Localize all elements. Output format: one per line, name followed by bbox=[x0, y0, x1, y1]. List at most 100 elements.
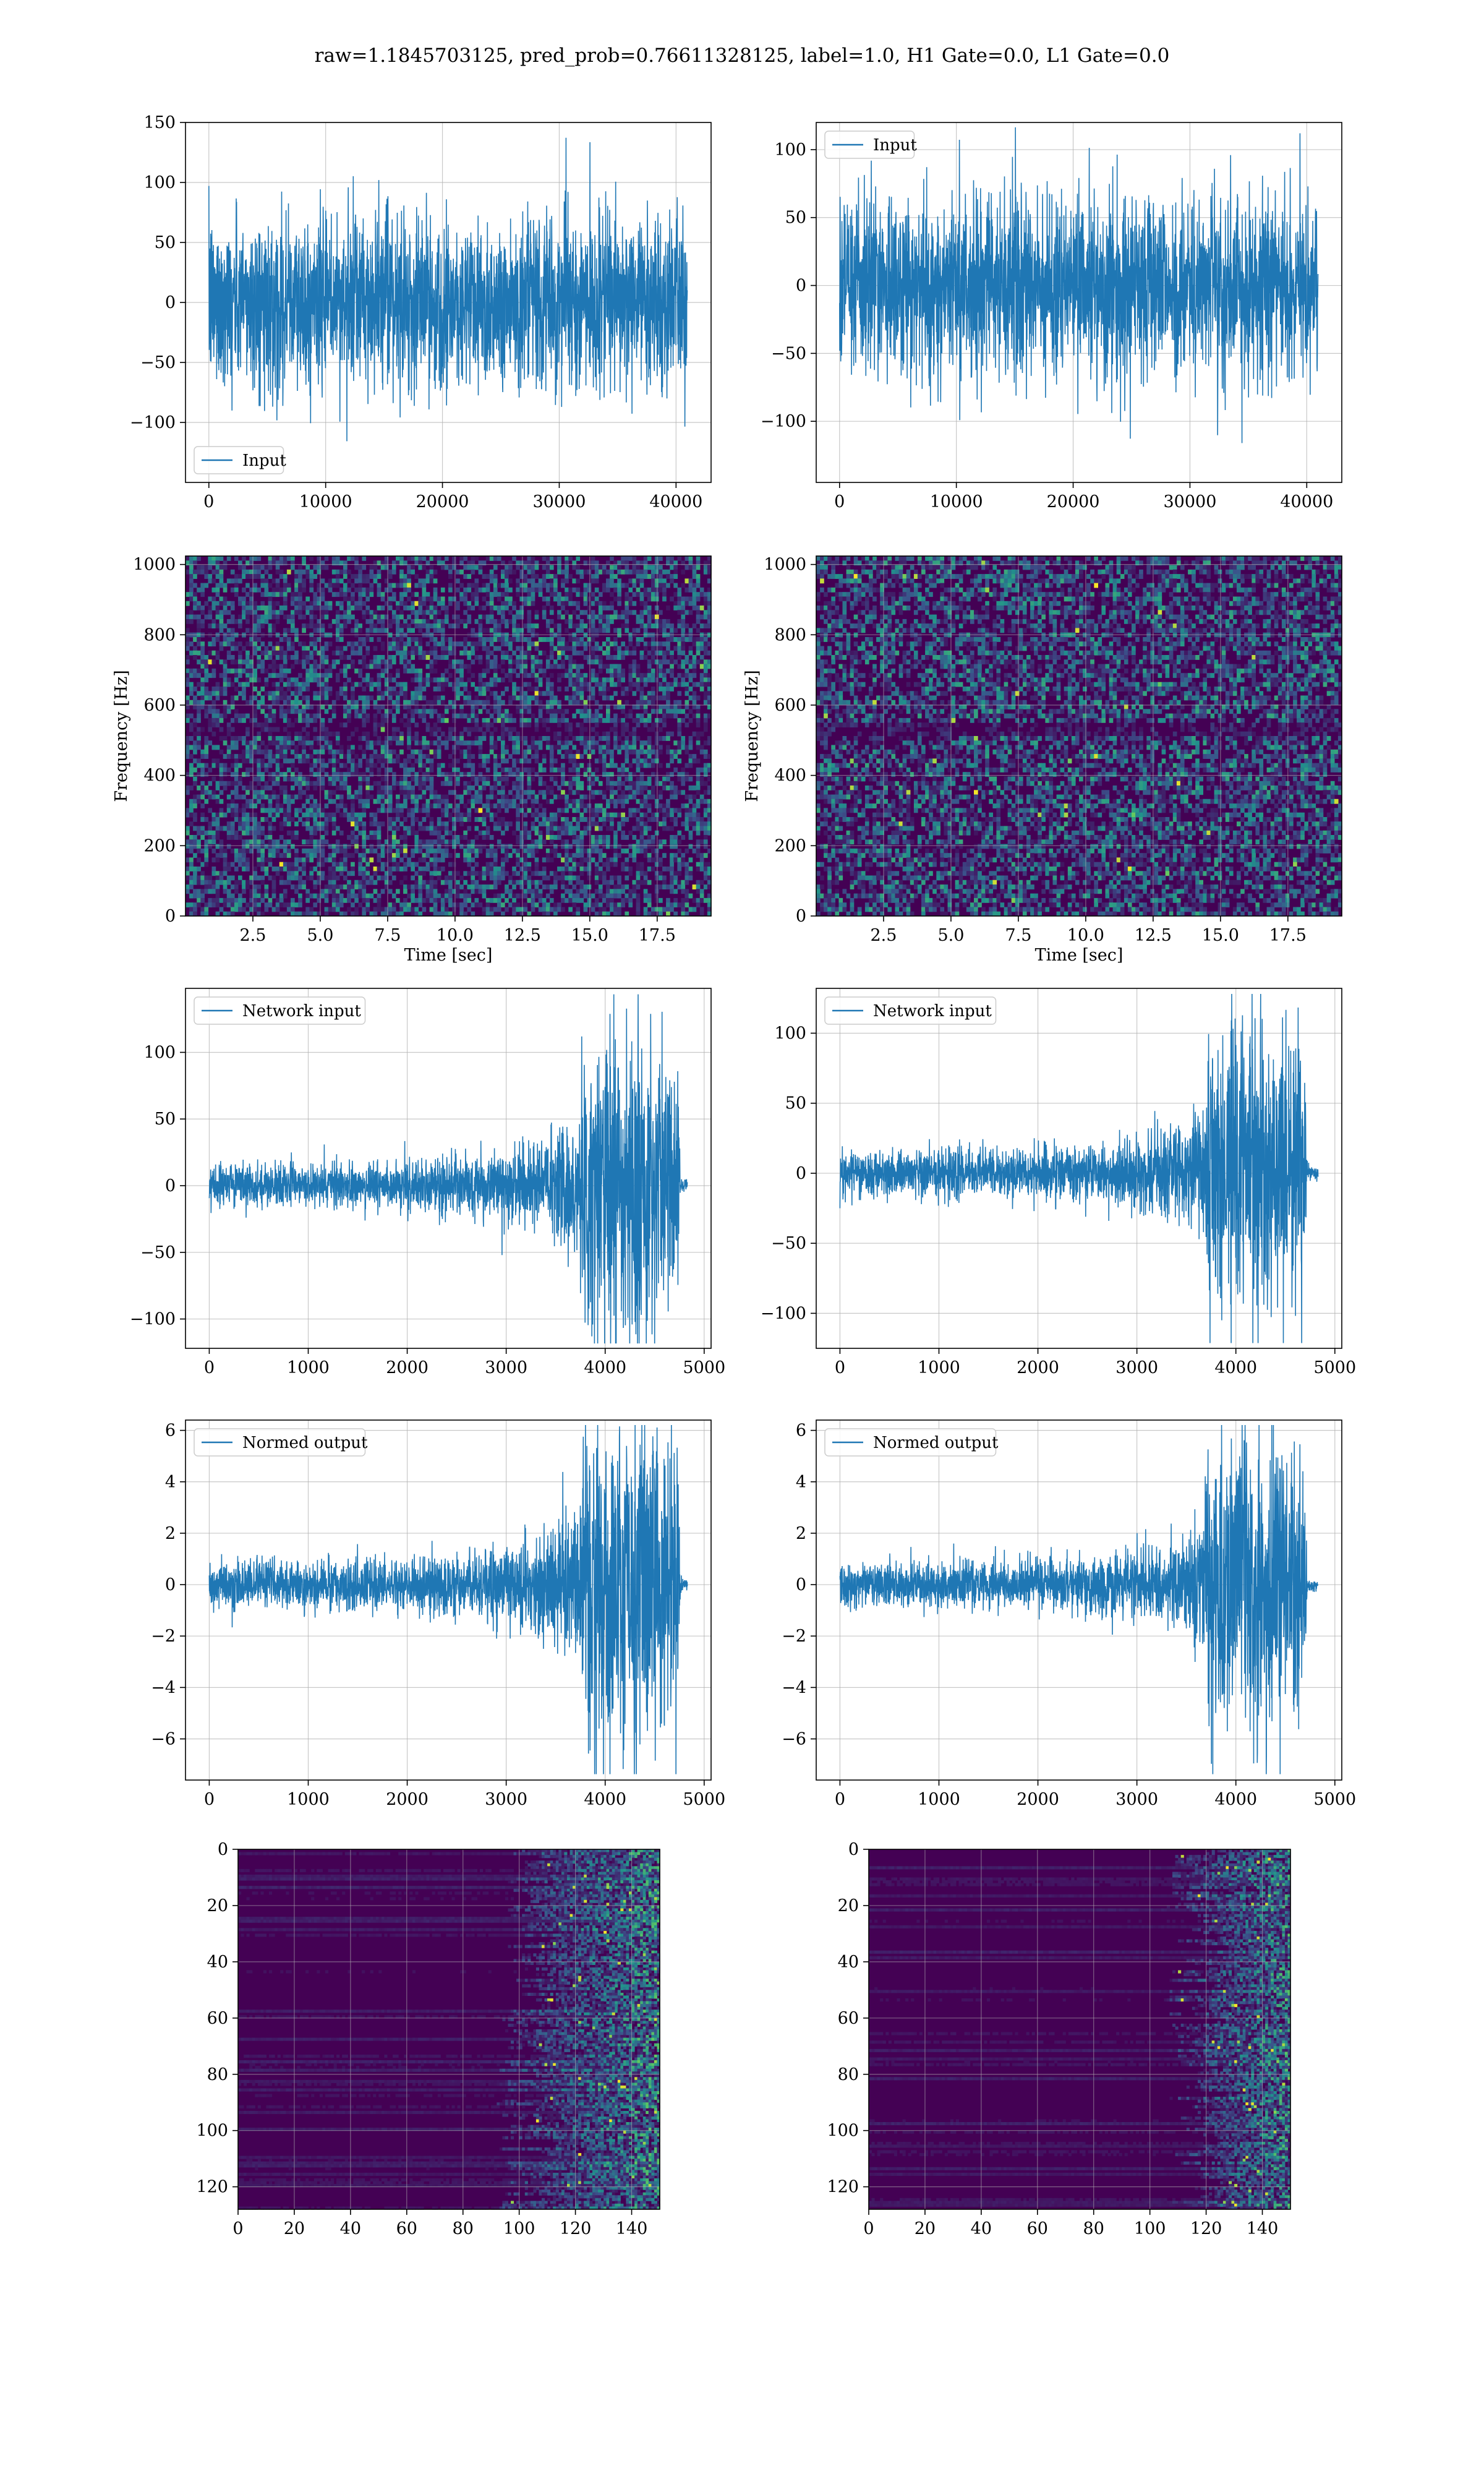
spec-h1-ytick-label-3: 600 bbox=[143, 696, 176, 715]
feature-map-l1-ytick-label-4: 80 bbox=[838, 2065, 859, 2084]
input-l1-xtick-label-3: 30000 bbox=[1163, 492, 1216, 511]
normed-output-h1-ytick-label-1: −4 bbox=[151, 1678, 176, 1697]
normed-output-l1-xtick-label-2: 2000 bbox=[1017, 1790, 1059, 1809]
network-input-l1-xtick-label-0: 0 bbox=[835, 1358, 845, 1377]
spec-h1-xtick-label-3: 10.0 bbox=[437, 926, 474, 945]
normed-output-h1-ytick-label-3: 0 bbox=[165, 1575, 176, 1594]
spec-h1-ytick-label-0: 0 bbox=[165, 907, 176, 926]
spec-l1-ytick-label-3: 600 bbox=[774, 696, 806, 715]
network-input-l1-panel: 0 1000 2000 3000 4000 5000−100−50050100Networ… bbox=[761, 988, 1356, 1377]
feature-map-l1-ytick-label-1: 20 bbox=[838, 1896, 859, 1915]
input-h1-xtick-label-0: 0 bbox=[203, 492, 214, 511]
input-l1-ytick-label-4: 100 bbox=[774, 140, 806, 160]
input-h1-legend-label: Input bbox=[242, 452, 286, 470]
feature-map-l1-ytick-label-0: 0 bbox=[848, 1840, 859, 1859]
normed-output-l1-ytick-label-6: 6 bbox=[796, 1421, 806, 1440]
feature-map-l1-xtick-label-5: 100 bbox=[1134, 2219, 1166, 2238]
feature-map-h1-xtick-label-4: 80 bbox=[453, 2219, 474, 2238]
feature-map-h1-xtick-label-2: 40 bbox=[340, 2219, 361, 2238]
normed-output-h1-xtick-label-1: 1000 bbox=[287, 1790, 330, 1809]
normed-output-h1-legend-label: Normed output bbox=[242, 1434, 368, 1452]
input-h1-xtick-label-4: 40000 bbox=[649, 492, 702, 511]
spec-l1-ytick-label-1: 200 bbox=[774, 836, 806, 855]
spec-l1-ytick-label-0: 0 bbox=[796, 907, 806, 926]
input-h1-xtick-label-1: 10000 bbox=[299, 492, 352, 511]
network-input-l1-ytick-label-2: 0 bbox=[796, 1164, 806, 1183]
network-input-h1-ytick-label-4: 100 bbox=[143, 1043, 176, 1062]
network-input-l1-xtick-label-3: 3000 bbox=[1115, 1358, 1158, 1377]
feature-map-h1-ytick-label-4: 80 bbox=[207, 2065, 228, 2084]
spec-h1-ylabel: Frequency [Hz] bbox=[112, 670, 131, 802]
network-input-h1-panel: 0 1000 2000 3000 4000 5000−100−50050100Networ… bbox=[130, 988, 725, 1377]
spec-h1-ytick-label-5: 1000 bbox=[133, 555, 176, 575]
spec-l1-ytick-label-2: 400 bbox=[774, 766, 806, 785]
feature-map-l1-xtick-label-0: 0 bbox=[863, 2219, 874, 2238]
feature-map-h1-xtick-label-6: 120 bbox=[560, 2219, 592, 2238]
spec-h1-xtick-label-0: 2.5 bbox=[239, 926, 266, 945]
spec-l1-xtick-label-1: 5.0 bbox=[937, 926, 964, 945]
input-h1-ytick-label-1: −50 bbox=[140, 353, 176, 372]
input-h1-ytick-label-3: 50 bbox=[155, 233, 176, 252]
normed-output-l1-legend-label: Normed output bbox=[873, 1434, 999, 1452]
input-l1-legend-label: Input bbox=[873, 136, 917, 155]
feature-map-h1-ytick-label-5: 100 bbox=[196, 2121, 228, 2141]
network-input-h1-legend-label: Network input bbox=[242, 1002, 361, 1021]
network-input-l1-ytick-label-3: 50 bbox=[785, 1094, 806, 1113]
feature-map-h1-ytick-label-3: 60 bbox=[207, 2009, 228, 2028]
spec-l1-xtick-label-0: 2.5 bbox=[870, 926, 897, 945]
network-input-h1-ytick-label-3: 50 bbox=[155, 1110, 176, 1129]
spec-l1-panel: 2.5 5.0 7.5 10.0 12.5 15.0 17.5020040060080010… bbox=[743, 555, 1342, 965]
feature-map-l1-xtick-label-7: 140 bbox=[1247, 2219, 1279, 2238]
normed-output-l1-xtick-label-4: 4000 bbox=[1214, 1790, 1257, 1809]
network-input-h1-ytick-label-2: 0 bbox=[165, 1176, 176, 1196]
feature-map-l1-ytick-label-2: 40 bbox=[838, 1953, 859, 1972]
spec-h1-heatmap bbox=[186, 556, 712, 917]
spec-h1-ytick-label-1: 200 bbox=[143, 836, 176, 855]
normed-output-h1-xtick-label-2: 2000 bbox=[386, 1790, 429, 1809]
feature-map-l1-xtick-label-4: 80 bbox=[1083, 2219, 1104, 2238]
input-h1-ytick-label-0: −100 bbox=[130, 413, 176, 432]
normed-output-l1-ytick-label-3: 0 bbox=[796, 1575, 806, 1594]
spec-l1-ylabel: Frequency [Hz] bbox=[743, 670, 762, 802]
spec-h1-ytick-label-2: 400 bbox=[143, 766, 176, 785]
feature-map-l1-xtick-label-2: 40 bbox=[971, 2219, 992, 2238]
input-l1-ytick-label-2: 0 bbox=[796, 276, 806, 296]
network-input-l1-xtick-label-1: 1000 bbox=[918, 1358, 960, 1377]
feature-map-h1-ytick-label-2: 40 bbox=[207, 1953, 228, 1972]
spec-h1-xtick-label-6: 17.5 bbox=[639, 926, 676, 945]
spec-h1-xtick-label-4: 12.5 bbox=[504, 926, 541, 945]
feature-map-l1-xtick-label-1: 20 bbox=[915, 2219, 936, 2238]
input-h1-ytick-label-5: 150 bbox=[143, 113, 176, 132]
normed-output-l1-xtick-label-0: 0 bbox=[835, 1790, 845, 1809]
network-input-h1-xtick-label-1: 1000 bbox=[287, 1358, 330, 1377]
input-l1-xtick-label-2: 20000 bbox=[1047, 492, 1100, 511]
normed-output-l1-ytick-label-2: −2 bbox=[782, 1627, 806, 1646]
network-input-h1-xtick-label-0: 0 bbox=[204, 1358, 215, 1377]
normed-output-l1-ytick-label-0: −6 bbox=[782, 1729, 806, 1748]
network-input-l1-legend-label: Network input bbox=[873, 1002, 992, 1021]
network-input-h1-xtick-label-3: 3000 bbox=[485, 1358, 527, 1377]
network-input-l1-xtick-label-2: 2000 bbox=[1017, 1358, 1059, 1377]
normed-output-l1-xtick-label-1: 1000 bbox=[918, 1790, 960, 1809]
network-input-h1-xtick-label-4: 4000 bbox=[584, 1358, 626, 1377]
network-input-l1-ytick-label-1: −50 bbox=[771, 1234, 806, 1253]
normed-output-h1-ytick-label-4: 2 bbox=[165, 1524, 176, 1543]
spec-h1-panel: 2.5 5.0 7.5 10.0 12.5 15.0 17.5020040060080010… bbox=[112, 555, 712, 965]
spec-h1-xtick-label-2: 7.5 bbox=[374, 926, 401, 945]
spec-l1-xlabel: Time [sec] bbox=[1035, 946, 1124, 965]
feature-map-h1-heatmap bbox=[238, 1849, 660, 2210]
network-input-l1-ytick-label-4: 100 bbox=[774, 1024, 806, 1043]
spec-h1-xlabel: Time [sec] bbox=[404, 946, 493, 965]
feature-map-h1-ytick-label-1: 20 bbox=[207, 1896, 228, 1915]
spec-l1-xtick-label-3: 10.0 bbox=[1067, 926, 1104, 945]
spec-l1-xtick-label-5: 15.0 bbox=[1202, 926, 1239, 945]
input-h1-ytick-label-2: 0 bbox=[165, 293, 176, 312]
spec-l1-xtick-label-4: 12.5 bbox=[1135, 926, 1172, 945]
network-input-l1-xtick-label-4: 4000 bbox=[1214, 1358, 1257, 1377]
spec-l1-ytick-label-4: 800 bbox=[774, 625, 806, 644]
feature-map-l1-heatmap bbox=[869, 1849, 1291, 2210]
